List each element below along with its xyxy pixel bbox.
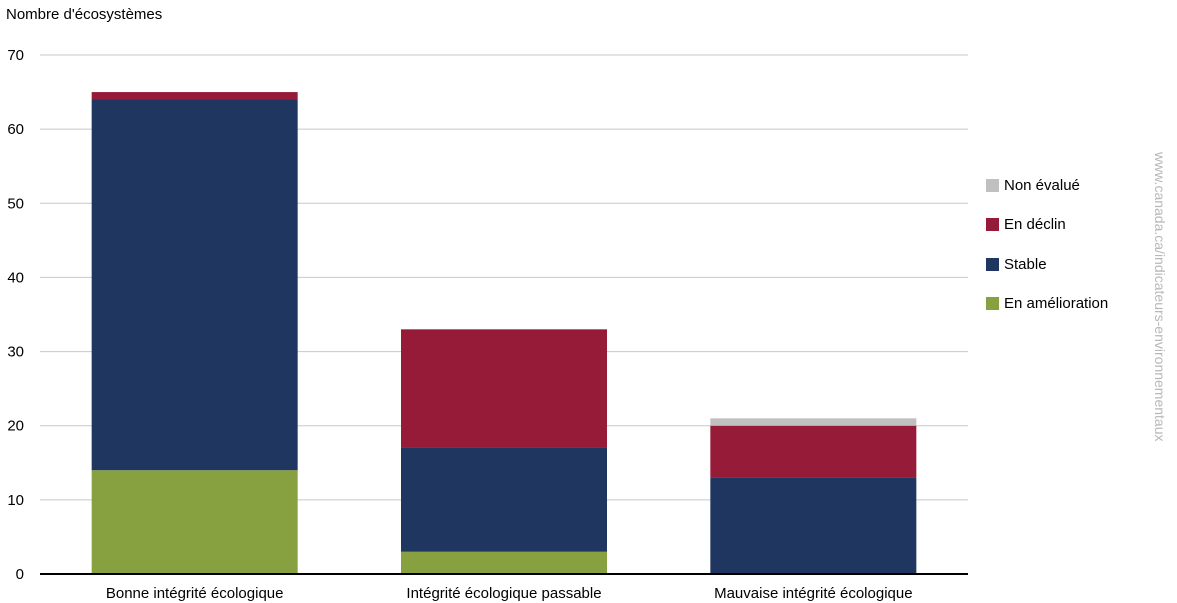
y-tick-labels: 0 10 20 30 40 50 60 70 [7, 47, 24, 583]
legend-label: Non évalué [1004, 177, 1080, 194]
y-tick-label: 70 [7, 47, 24, 64]
y-tick-label: 40 [7, 269, 24, 286]
y-tick-label: 10 [7, 492, 24, 509]
y-tick-label: 60 [7, 121, 24, 138]
bar-segment [92, 92, 298, 99]
source-watermark: www.canada.ca/indicateurs-environnementa… [1152, 152, 1168, 442]
legend-item: Stable [986, 254, 1108, 274]
legend-label: En amélioration [1004, 295, 1108, 312]
bar-segment [401, 448, 607, 552]
legend-item: En amélioration [986, 294, 1108, 314]
legend-swatch [986, 297, 999, 310]
y-axis-label: Nombre d'écosystèmes [6, 6, 162, 23]
bars [92, 92, 917, 574]
legend-swatch [986, 218, 999, 231]
y-tick-label: 20 [7, 418, 24, 435]
bar-segment [401, 329, 607, 448]
legend-swatch [986, 179, 999, 192]
x-tick-label: Intégrité écologique passable [406, 585, 601, 602]
x-tick-label: Bonne intégrité écologique [106, 585, 284, 602]
bar-segment [710, 478, 916, 574]
legend-label: En déclin [1004, 216, 1066, 233]
legend-item: En déclin [986, 215, 1108, 235]
bar-segment [710, 418, 916, 425]
x-tick-labels: Bonne intégrité écologique Intégrité écol… [106, 585, 913, 602]
bar-segment [401, 552, 607, 574]
legend-label: Stable [1004, 256, 1047, 273]
legend-swatch [986, 258, 999, 271]
legend: Non évalué En déclin Stable En amélioration [986, 175, 1108, 333]
y-tick-label: 0 [16, 566, 24, 583]
y-tick-label: 30 [7, 344, 24, 361]
bar-segment [710, 426, 916, 478]
bar-segment [92, 99, 298, 470]
x-tick-label: Mauvaise intégrité écologique [714, 585, 912, 602]
legend-item: Non évalué [986, 175, 1108, 195]
bar-segment [92, 470, 298, 574]
y-tick-label: 50 [7, 195, 24, 212]
